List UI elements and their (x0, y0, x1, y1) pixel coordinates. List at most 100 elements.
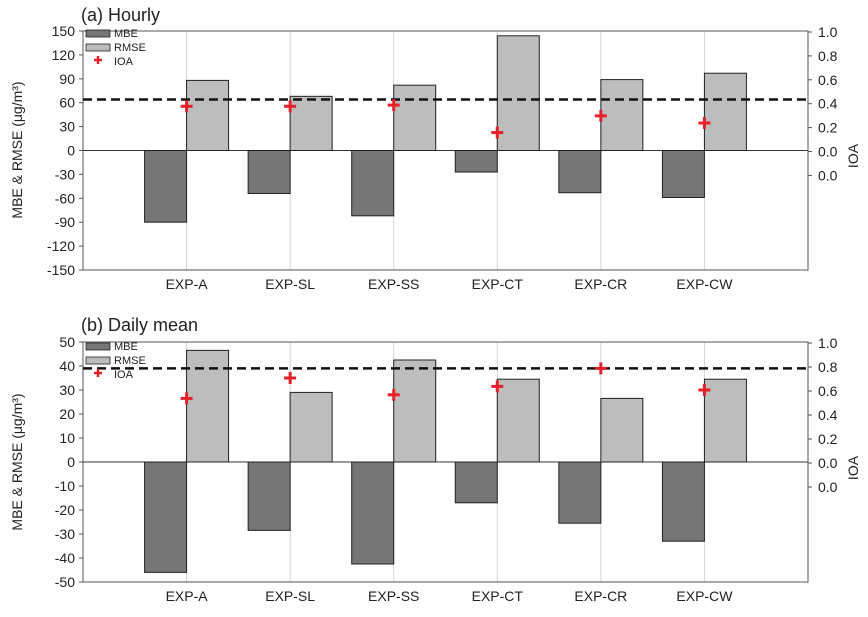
bar-mbe-exp-a (144, 461, 188, 573)
y-tick-label: 30 (59, 119, 75, 135)
bar-mbe-exp-cw (661, 461, 705, 542)
x-tick-label: EXP-CT (472, 588, 524, 604)
y-tick-label: -10 (55, 478, 75, 494)
y2-tick-label: 0.8 (818, 359, 838, 375)
y2-axis-label: IOA (845, 455, 861, 480)
y2-tick-label: 0.2 (818, 431, 838, 447)
ioa-marker-exp-cw (698, 384, 711, 396)
ioa-marker-exp-sl (284, 372, 297, 384)
y2-tick-label: 0.2 (818, 120, 838, 136)
y-tick-label: -30 (55, 526, 75, 542)
y2-tick-label: 0.0 (818, 144, 838, 160)
y-tick-label: 20 (59, 406, 75, 422)
chart-title: (b) Daily mean (81, 315, 198, 335)
x-tick-label: EXP-SL (265, 588, 315, 604)
bar-rmse-exp-cr (600, 397, 644, 463)
y2-tick-label: 0.0 (818, 455, 838, 471)
bar-mbe-exp-ss (351, 461, 395, 565)
y-tick-label: 30 (59, 382, 75, 398)
legend-label-mbe: MBE (114, 28, 138, 40)
y-tick-label: 40 (59, 358, 75, 374)
y-tick-label: -90 (55, 214, 75, 230)
x-tick-label: EXP-CT (472, 276, 524, 292)
bar-mbe-exp-cr (558, 150, 602, 194)
y2-tick-label: 0.6 (818, 72, 838, 88)
legend-label-mbe: MBE (114, 341, 138, 353)
y-tick-label: 60 (59, 95, 75, 111)
legend-label-rmse: RMSE (114, 42, 146, 54)
y-tick-label: 0 (67, 454, 75, 470)
legend-label-ioa: IOA (114, 56, 134, 68)
chart-panel-2: -50 -40 -30 -20 -10 0 10 20 30 40 50 1.0 0.8 0.6 0.4 0.… (9, 315, 861, 604)
legend: MBE RMSE IOA (85, 341, 146, 381)
y-tick-label: -50 (55, 574, 75, 590)
x-tick-label: EXP-SS (368, 276, 419, 292)
y-tick-label: -30 (55, 166, 75, 182)
x-tick-label: EXP-CR (574, 588, 627, 604)
legend: MBE RMSE IOA (85, 28, 146, 68)
chart-title: (a) Hourly (81, 5, 160, 25)
x-tick-label: EXP-CW (676, 276, 733, 292)
y-tick-label: -120 (47, 238, 75, 254)
bar-rmse-exp-ct (496, 35, 540, 151)
legend-swatch-mbe (85, 29, 111, 38)
x-tick-label: EXP-CR (574, 276, 627, 292)
y2-tick-label: 0.4 (818, 96, 838, 112)
y-tick-label: -40 (55, 550, 75, 566)
y-tick-label: -150 (47, 262, 75, 278)
ioa-marker-exp-ss (387, 388, 400, 401)
y-axis-label: MBE & RMSE (μg/m³) (9, 81, 25, 218)
x-tick-label: EXP-CW (676, 588, 733, 604)
x-tick-label: EXP-A (166, 588, 209, 604)
ioa-marker-exp-sl (284, 100, 297, 113)
legend-swatch-rmse (85, 43, 111, 52)
y2-tick-label: 0.8 (818, 48, 838, 64)
bar-rmse-exp-cr (600, 79, 644, 151)
y-tick-label: -20 (55, 502, 75, 518)
x-tick-label: EXP-A (166, 276, 209, 292)
y-tick-label: 90 (59, 71, 75, 87)
legend-swatch-mbe (85, 342, 111, 351)
bar-rmse-exp-a (186, 349, 230, 463)
bar-rmse-exp-sl (289, 391, 333, 463)
bar-mbe-exp-cr (558, 461, 602, 524)
y-tick-label: 10 (59, 430, 75, 446)
chart-panel-1: -150 -120 -90 -60 -30 0 30 60 90 120 150 1.0 0.8 0.6 0… (9, 5, 861, 292)
y-tick-label: 120 (52, 47, 76, 63)
y2-tick-label: 1.0 (818, 335, 838, 351)
ioa-marker-exp-cr (594, 362, 607, 375)
y2-axis-label: IOA (845, 143, 861, 168)
bar-mbe-exp-ss (351, 150, 395, 217)
y-tick-label: 0 (67, 143, 75, 159)
ioa-marker-exp-a (180, 392, 193, 405)
bar-mbe-exp-a (144, 150, 188, 223)
bar-mbe-exp-ct (454, 150, 498, 173)
ioa-marker-exp-a (180, 100, 193, 113)
y2-tick-label: 0.6 (818, 383, 838, 399)
y2-tick-label: 0.4 (818, 407, 838, 423)
x-tick-label: EXP-SL (265, 276, 315, 292)
ioa-marker-exp-ct (491, 126, 504, 139)
bar-mbe-exp-sl (247, 461, 291, 531)
bar-rmse-exp-a (186, 79, 230, 151)
x-tick-label: EXP-SS (368, 588, 419, 604)
ioa-marker-exp-ct (491, 380, 504, 393)
ioa-marker-exp-ss (387, 99, 400, 112)
ioa-marker-exp-cw (698, 117, 711, 130)
y2-tick-label: 1.0 (818, 24, 838, 40)
bar-rmse-exp-sl (289, 95, 333, 151)
y-tick-label: -60 (55, 190, 75, 206)
bar-rmse-exp-cw (703, 72, 747, 151)
bar-rmse-exp-ss (393, 84, 437, 151)
bar-rmse-exp-ss (393, 359, 437, 463)
legend-label-ioa: IOA (114, 369, 134, 381)
ioa-marker-exp-cr (594, 109, 607, 122)
y-tick-label: 50 (59, 334, 75, 350)
y2-tick-label: 0.0 (818, 479, 838, 495)
bar-rmse-exp-ct (496, 378, 540, 463)
y-axis-label: MBE & RMSE (μg/m³) (9, 393, 25, 530)
bar-mbe-exp-sl (247, 150, 291, 195)
bar-rmse-exp-cw (703, 378, 747, 463)
y-tick-label: 150 (52, 23, 76, 39)
